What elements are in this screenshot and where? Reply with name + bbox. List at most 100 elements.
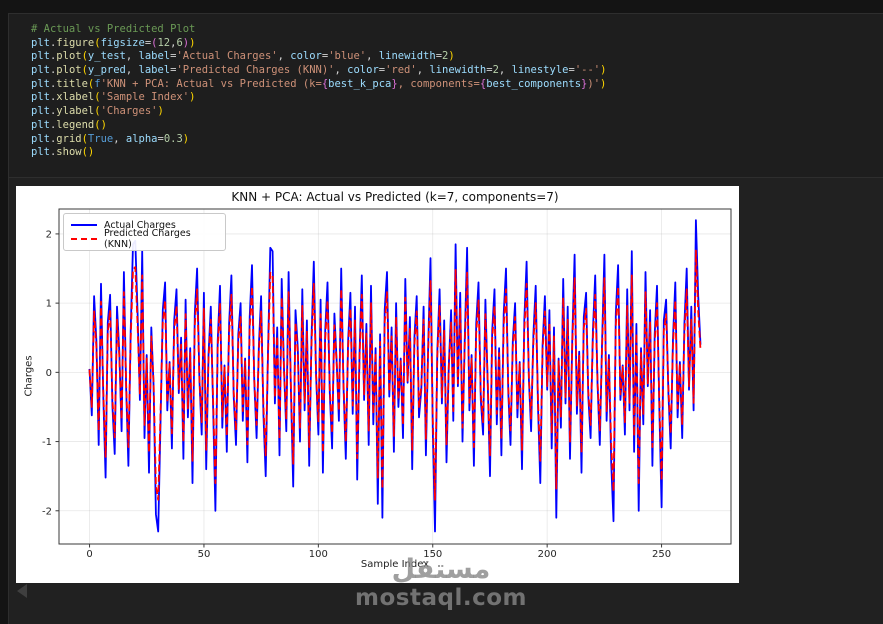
code-token: ): [100, 118, 107, 131]
code-token: 'Predicted Charges (KNN)': [176, 64, 335, 77]
code-token: (: [87, 77, 95, 90]
code-token: plot: [56, 50, 82, 63]
code-token: .: [49, 91, 57, 104]
chart-title: KNN + PCA: Actual vs Predicted (k=7, com…: [231, 190, 559, 204]
code-token: ,: [277, 50, 291, 63]
code-token: figure: [56, 36, 95, 49]
code-token: =: [321, 50, 329, 63]
y-tick-label: 1: [46, 299, 52, 310]
code-token: 'blue': [328, 50, 367, 63]
chart-xlabel: Sample Index: [360, 559, 430, 570]
code-token: True: [87, 132, 114, 145]
code-token: .: [49, 118, 57, 131]
y-tick-label: 0: [46, 368, 52, 379]
code-token: =: [568, 64, 575, 77]
code-token: plt: [31, 105, 50, 118]
legend-row-actual: Actual Charges: [71, 218, 217, 232]
code-block[interactable]: # Actual vs Predicted Plot plt.figure(fig…: [9, 14, 883, 160]
code-token: plt: [31, 118, 50, 131]
code-token: # Actual vs Predicted Plot: [31, 23, 196, 35]
series-predicted-line: [88, 249, 702, 501]
code-token: 0.3: [163, 132, 183, 145]
x-tick-label: 0: [86, 549, 92, 560]
code-token: , components=: [397, 77, 480, 90]
y-tick-label: 2: [46, 229, 52, 240]
code-token: }: [391, 77, 398, 90]
chart-legend: Actual Charges Predicted Charges (KNN): [63, 213, 226, 251]
code-line[interactable]: plt.show(): [31, 146, 883, 160]
code-cell[interactable]: # Actual vs Predicted Plot plt.figure(fig…: [8, 13, 883, 177]
code-token: )': [587, 77, 601, 90]
y-tick-label: -2: [42, 506, 52, 517]
legend-label-predicted: Predicted Charges (KNN): [104, 228, 191, 250]
code-token: .: [49, 64, 57, 77]
code-token: ): [182, 132, 190, 145]
x-tick-label: 250: [652, 549, 671, 560]
code-token: =: [170, 50, 177, 63]
chart-ylabel-text: Charges: [23, 355, 35, 397]
code-token: (: [81, 132, 88, 145]
plot-figure: 0 50 100 150 200 250 -2 -1 0 1 2 KNN + PCA: Actual…: [16, 186, 739, 583]
code-token: ): [157, 105, 164, 118]
code-token: color: [290, 50, 322, 63]
code-token: plt: [31, 132, 50, 145]
code-token: .: [49, 105, 57, 118]
code-token: =: [378, 64, 386, 77]
code-token: =: [144, 36, 152, 49]
code-token: =: [170, 64, 177, 77]
code-line[interactable]: plt.legend(): [31, 119, 883, 133]
code-token: color: [347, 64, 379, 77]
code-token: legend: [56, 118, 95, 131]
x-tick-label: 50: [198, 549, 211, 560]
code-token: ): [448, 50, 455, 63]
code-line[interactable]: plt.ylabel('Charges'): [31, 105, 883, 119]
code-token: 2: [442, 50, 449, 63]
code-token: plt: [31, 77, 50, 90]
code-token: ): [189, 36, 196, 49]
code-token: y_pred: [87, 64, 126, 77]
code-token: figsize: [100, 36, 145, 49]
code-line[interactable]: plt.xlabel('Sample Index'): [31, 91, 883, 105]
code-token: ): [87, 146, 95, 159]
code-token: xlabel: [56, 91, 95, 104]
code-token: linestyle: [511, 64, 569, 77]
code-line[interactable]: # Actual vs Predicted Plot: [31, 23, 883, 37]
code-token: ,: [334, 64, 348, 77]
code-token: .: [49, 77, 57, 90]
code-line[interactable]: plt.figure(figsize=(12,6)): [31, 37, 883, 51]
code-token: ,: [125, 64, 139, 77]
x-tick-label: 200: [538, 549, 557, 560]
code-line[interactable]: plt.plot(y_test, label='Actual Charges',…: [31, 50, 883, 64]
code-token: (: [94, 105, 101, 118]
code-line[interactable]: plt.plot(y_pred, label='Predicted Charge…: [31, 64, 883, 78]
code-token: title: [56, 77, 88, 90]
code-token: .: [49, 50, 57, 63]
code-token: ,: [125, 50, 139, 63]
code-line[interactable]: plt.grid(True, alpha=0.3): [31, 133, 883, 147]
code-token: ): [600, 77, 607, 90]
code-token: label: [138, 64, 171, 77]
code-token: 'Charges': [100, 105, 158, 118]
code-token: {: [321, 77, 329, 90]
code-token: ,: [170, 36, 177, 49]
code-token: (: [151, 36, 158, 49]
code-token: f: [94, 77, 101, 90]
code-token: alpha: [125, 132, 158, 145]
code-token: ,: [416, 64, 430, 77]
code-token: =: [157, 132, 164, 145]
code-token: (: [94, 91, 101, 104]
code-token: plt: [31, 146, 50, 159]
code-token: plt: [31, 64, 50, 77]
code-token: {: [479, 77, 487, 90]
code-token: .: [49, 132, 57, 145]
legend-swatch-actual-line-icon: [71, 224, 97, 226]
legend-label-actual: Actual Charges: [104, 219, 176, 231]
code-token: (: [81, 50, 88, 63]
code-token: grid: [56, 132, 82, 145]
code-line[interactable]: plt.title(f'KNN + PCA: Actual vs Predict…: [31, 78, 883, 92]
code-token: 'KNN + PCA: Actual vs Predicted (k=: [100, 77, 322, 90]
code-token: ): [600, 64, 607, 77]
code-token: ,: [498, 64, 512, 77]
y-tick-label: -1: [42, 437, 52, 448]
collapse-cell-left-triangle-icon[interactable]: [17, 584, 27, 598]
